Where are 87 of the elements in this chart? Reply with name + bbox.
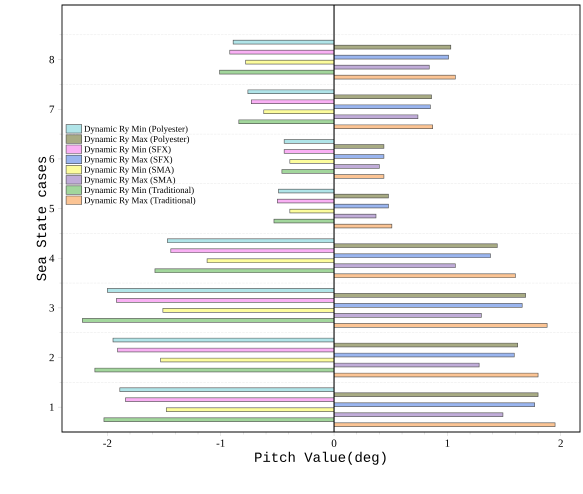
bar xyxy=(334,313,482,318)
bar xyxy=(160,358,334,362)
y-tick-label: 8 xyxy=(49,56,54,64)
legend-label: Dynamic Ry Min (SFX) xyxy=(84,146,171,154)
bar xyxy=(334,274,516,278)
bar xyxy=(284,149,334,154)
bar xyxy=(334,254,491,258)
legend-label: Dynamic Ry Max (SMA) xyxy=(84,176,176,185)
legend-label: Dynamic Ry Max (SFX) xyxy=(84,156,172,164)
x-tick-label: 0 xyxy=(332,440,336,447)
bar xyxy=(219,70,334,74)
y-tick-label: 5 xyxy=(50,204,54,212)
bar xyxy=(334,174,384,179)
legend-label: Dynamic Ry Min (Polyester) xyxy=(84,126,188,134)
bar xyxy=(232,40,334,44)
bar xyxy=(154,268,334,273)
y-tick-label: 7 xyxy=(50,106,54,113)
bar xyxy=(334,104,431,109)
x-tick-label: 2 xyxy=(558,440,563,447)
bar xyxy=(284,139,334,144)
bar xyxy=(334,244,498,248)
bar xyxy=(334,372,538,378)
y-tick-label: 3 xyxy=(50,304,54,312)
bar xyxy=(112,338,334,342)
legend-label: Dynamic Ry Min (Traditional) xyxy=(84,186,194,195)
bar xyxy=(334,422,556,427)
y-tick-label: 2 xyxy=(49,354,54,362)
x-tick-label: 1 xyxy=(446,440,450,447)
bar xyxy=(263,110,334,114)
bar xyxy=(334,392,538,397)
bar xyxy=(170,248,334,253)
bar xyxy=(334,412,504,417)
bar xyxy=(334,352,515,358)
x-tick-label: -2 xyxy=(103,440,112,447)
bar xyxy=(248,90,334,94)
bar xyxy=(274,218,334,224)
bar xyxy=(167,238,334,243)
y-axis-title: Sea State cases xyxy=(36,156,46,281)
bar xyxy=(166,407,334,412)
bar xyxy=(107,288,334,293)
bar xyxy=(334,362,480,368)
legend-label: Dynamic Ry Max (Traditional) xyxy=(84,196,196,206)
bar xyxy=(334,114,418,119)
bar xyxy=(206,258,334,263)
bar xyxy=(334,264,456,268)
bar xyxy=(334,293,526,298)
bar xyxy=(334,224,392,228)
y-tick-label: 1 xyxy=(50,404,54,411)
bar xyxy=(334,194,389,198)
y-tick-label: 4 xyxy=(49,254,54,262)
bar xyxy=(334,74,456,80)
bar xyxy=(125,397,334,402)
legend-label: Dynamic Ry Min (SMA) xyxy=(84,166,174,175)
bar xyxy=(334,64,430,70)
y-tick-label: 6 xyxy=(49,155,54,163)
bar xyxy=(334,402,535,407)
bar xyxy=(116,298,334,303)
bar xyxy=(334,154,384,159)
bar xyxy=(117,348,334,352)
bar xyxy=(334,323,548,328)
legend-label: Dynamic Ry Max (Polyester) xyxy=(84,136,190,144)
bar xyxy=(245,60,334,64)
bar xyxy=(290,159,334,164)
bar xyxy=(334,54,449,60)
bar xyxy=(334,204,389,208)
bar xyxy=(282,169,334,174)
bar xyxy=(277,198,334,204)
bar xyxy=(290,208,334,214)
x-axis-title: Pitch Value(deg) xyxy=(255,452,386,465)
bar xyxy=(120,387,334,392)
x-tick-label: -1 xyxy=(216,440,225,447)
bar xyxy=(334,303,522,308)
bar xyxy=(334,144,384,149)
bar xyxy=(94,368,334,372)
bar xyxy=(162,308,334,313)
bar xyxy=(238,120,334,124)
bar xyxy=(250,100,334,104)
bar xyxy=(104,417,334,422)
bar xyxy=(334,44,452,50)
bar xyxy=(334,342,518,348)
bar xyxy=(334,214,376,218)
bar xyxy=(229,50,334,54)
bar xyxy=(334,124,433,129)
bar xyxy=(82,318,334,323)
bar xyxy=(334,164,380,169)
bar xyxy=(278,188,334,194)
bar xyxy=(334,94,432,99)
